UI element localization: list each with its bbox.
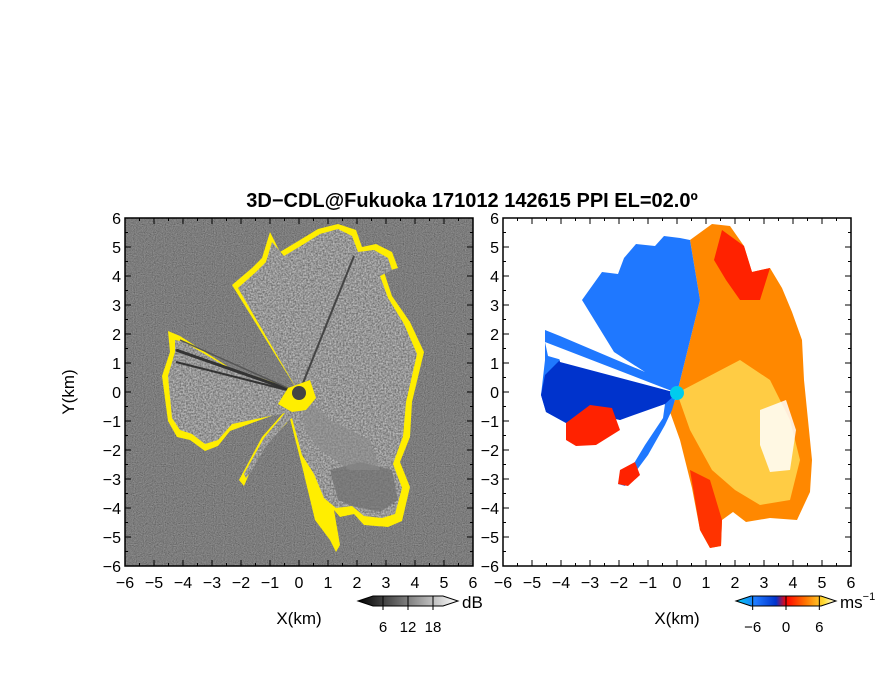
- x-tick-label: 5: [440, 575, 449, 592]
- y-tick-label: 6: [490, 211, 499, 228]
- colorbar-tick-label: 6: [379, 619, 387, 636]
- colorbar-tick-label: −6: [744, 619, 761, 636]
- x-tick-label: −2: [610, 575, 628, 592]
- y-tick-label: −6: [481, 559, 499, 576]
- radar-site-marker: [670, 386, 684, 400]
- colorbar-unit-base: ms: [840, 593, 863, 612]
- colorbar-unit-exponent: −1: [863, 591, 876, 603]
- y-tick-label: 6: [112, 211, 121, 228]
- velocity-colorbar: −6 0 6 ms−1: [734, 591, 875, 636]
- x-axis-label: X(km): [276, 609, 321, 628]
- velocity-blind-sector: [545, 342, 677, 393]
- x-tick-label: −6: [116, 575, 134, 592]
- y-tick-label: −1: [481, 414, 499, 431]
- y-tick-label: −5: [481, 530, 499, 547]
- y-tick-label: −1: [103, 414, 121, 431]
- x-tick-label: −5: [145, 575, 163, 592]
- x-tick-label: −1: [639, 575, 657, 592]
- colorbar-tick-label: 0: [782, 619, 790, 636]
- x-tick-label: −4: [552, 575, 570, 592]
- colorbar-unit: dB: [462, 593, 483, 612]
- x-tick-label: −3: [581, 575, 599, 592]
- y-axis-label: Y(km): [59, 369, 78, 414]
- chart-title: 3D−CDL@Fukuoka 171012 142615 PPI EL=02.0…: [246, 190, 698, 212]
- velocity-approaching-red-fold: [566, 405, 620, 446]
- reflectivity-ticks: −6 −5 −4 −3 −2 −1 0 1 2 3 4 5 6 −6 −5 −4 −3 −2 −1 0 1 2 3 4 5 6: [103, 211, 478, 592]
- x-tick-label: −5: [523, 575, 541, 592]
- y-tick-label: 5: [112, 240, 121, 257]
- velocity-receding-red-edge: [714, 230, 770, 300]
- colorbar-ticks: −6 0 6: [744, 596, 824, 636]
- x-tick-label: 2: [731, 575, 740, 592]
- velocity-approaching-red-fold: [618, 462, 640, 486]
- y-tick-label: −5: [103, 530, 121, 547]
- y-tick-label: −6: [103, 559, 121, 576]
- reflectivity-colorbar: 6 12 18 dB: [356, 593, 483, 636]
- colorbar-tick-label: 6: [815, 619, 823, 636]
- reflectivity-streak: [179, 339, 300, 394]
- y-tick-label: 5: [490, 240, 499, 257]
- velocity-receding-max: [760, 400, 796, 472]
- reflectivity-streak: [175, 361, 300, 394]
- reflectivity-dark-patch: [300, 392, 380, 470]
- y-tick-label: 1: [112, 356, 121, 373]
- reflectivity-dark-patch: [330, 462, 398, 512]
- x-tick-label: 3: [382, 575, 391, 592]
- y-tick-label: −4: [481, 501, 499, 518]
- y-tick-label: −3: [103, 472, 121, 489]
- y-tick-label: 2: [490, 327, 499, 344]
- x-tick-label: 4: [411, 575, 420, 592]
- velocity-approaching-region: [541, 236, 700, 486]
- colorbar-ticks: 6 12 18: [379, 596, 442, 636]
- x-tick-label: 5: [818, 575, 827, 592]
- velocity-panel: −6 −5 −4 −3 −2 −1 0 1 2 3 4 5 6 −6 −5 −4 −3 −2 −1 0 1 2 3 4 5 6 X…: [481, 211, 875, 636]
- velocity-blind-sector: [558, 352, 677, 393]
- x-tick-label: 4: [789, 575, 798, 592]
- y-tick-label: 4: [112, 269, 121, 286]
- x-tick-label: −1: [261, 575, 279, 592]
- y-tick-label: 2: [112, 327, 121, 344]
- x-tick-label: −4: [174, 575, 192, 592]
- y-tick-label: −2: [481, 443, 499, 460]
- y-tick-label: 3: [490, 298, 499, 315]
- x-tick-label: −6: [494, 575, 512, 592]
- colorbar-tick-label: 18: [425, 619, 442, 636]
- velocity-ticks: −6 −5 −4 −3 −2 −1 0 1 2 3 4 5 6 −6 −5 −4 −3 −2 −1 0 1 2 3 4 5 6: [481, 211, 856, 592]
- y-tick-label: 1: [490, 356, 499, 373]
- reflectivity-streak: [175, 348, 300, 395]
- y-tick-label: −2: [103, 443, 121, 460]
- x-tick-label: 0: [673, 575, 682, 592]
- x-tick-label: 6: [847, 575, 856, 592]
- x-tick-label: −2: [232, 575, 250, 592]
- y-tick-label: −4: [103, 501, 121, 518]
- x-tick-label: 1: [324, 575, 333, 592]
- y-tick-label: 3: [112, 298, 121, 315]
- x-tick-label: 1: [702, 575, 711, 592]
- y-tick-label: 0: [112, 385, 121, 402]
- x-axis-label: X(km): [654, 609, 699, 628]
- x-tick-label: 3: [760, 575, 769, 592]
- velocity-receding-red-edge: [690, 470, 722, 548]
- colorbar-unit: ms−1: [840, 591, 875, 612]
- y-tick-label: −3: [481, 472, 499, 489]
- colorbar-tick-label: 12: [400, 619, 417, 636]
- x-tick-label: 6: [469, 575, 478, 592]
- y-tick-label: 0: [490, 385, 499, 402]
- x-tick-label: −3: [203, 575, 221, 592]
- reflectivity-streak: [298, 255, 355, 394]
- y-tick-label: 4: [490, 269, 499, 286]
- x-tick-label: 0: [295, 575, 304, 592]
- velocity-approaching-dark: [541, 360, 677, 423]
- radar-site-marker: [292, 386, 306, 400]
- x-tick-label: 2: [353, 575, 362, 592]
